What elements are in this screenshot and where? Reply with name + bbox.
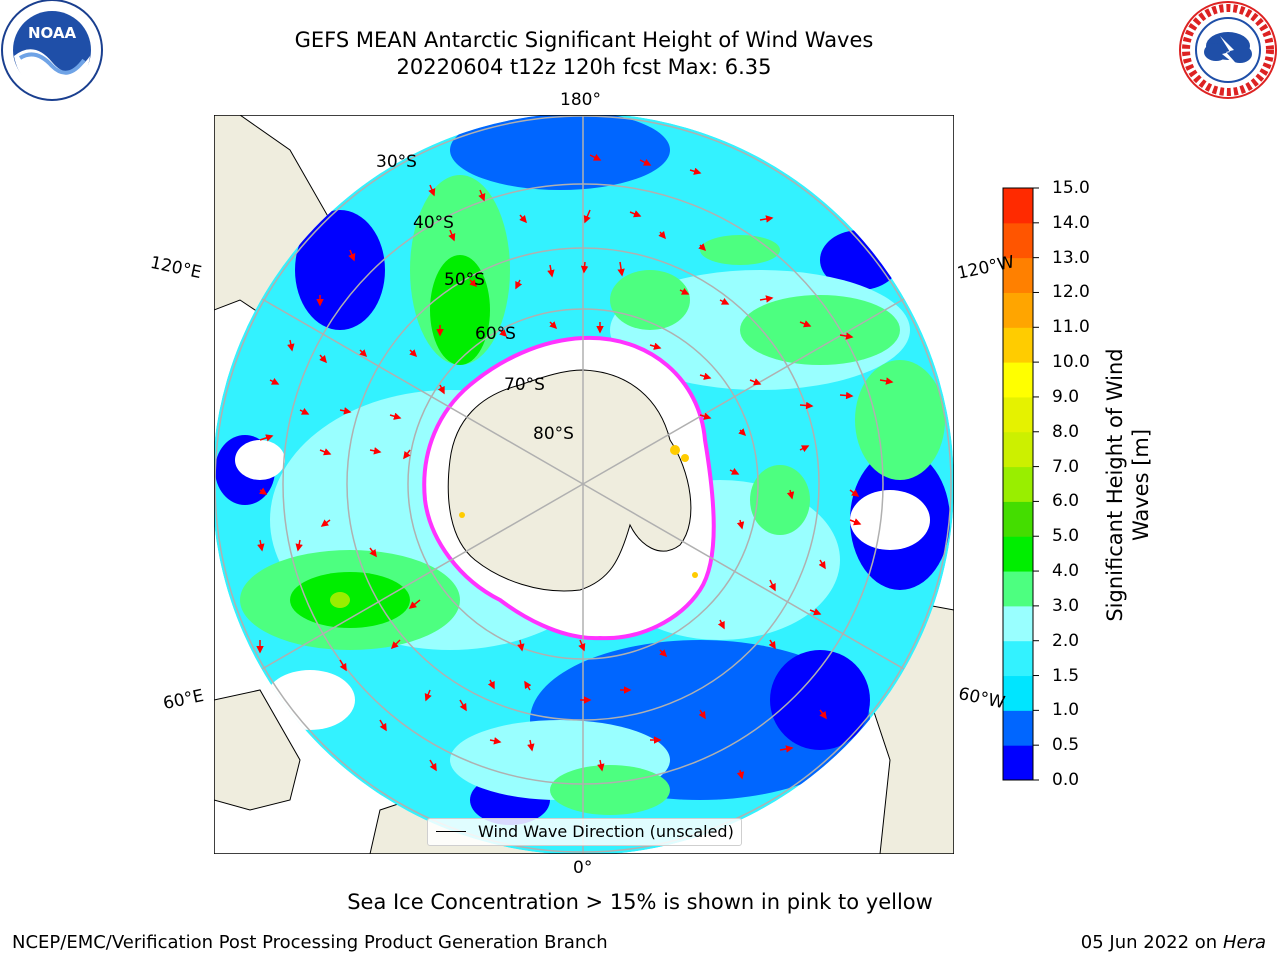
noaa-logo: NOAA bbox=[1, 0, 103, 101]
legend-label: Wind Wave Direction (unscaled) bbox=[478, 822, 734, 841]
colorbar-tick-label: 6.0 bbox=[1052, 491, 1080, 512]
colorbar-tick-label: 8.0 bbox=[1052, 421, 1080, 442]
colorbar-tick-label: 4.0 bbox=[1052, 561, 1080, 582]
colorbar-swatch bbox=[1003, 292, 1033, 328]
lon-label-0: 0° bbox=[573, 858, 593, 878]
colorbar-tick-label: 0.5 bbox=[1052, 735, 1080, 756]
colorbar bbox=[1002, 187, 1039, 781]
colorbar-swatch bbox=[1003, 640, 1033, 677]
colorbar-tick-label: 11.0 bbox=[1052, 317, 1090, 338]
colorbar-tick-label: 1.0 bbox=[1052, 700, 1080, 721]
colorbar-tick-label: 10.0 bbox=[1052, 352, 1090, 373]
colorbar-swatch bbox=[1003, 431, 1033, 468]
colorbar-swatch bbox=[1003, 536, 1033, 572]
colorbar-tick-label: 9.0 bbox=[1052, 386, 1080, 407]
credit-line: NCEP/EMC/Verification Post Processing Pr… bbox=[12, 932, 608, 953]
colorbar-label-line1: Significant Height of Wind bbox=[1103, 348, 1127, 622]
colorbar-swatch bbox=[1003, 571, 1033, 607]
colorbar-swatch bbox=[1003, 396, 1033, 433]
lon-label-180: 180° bbox=[560, 90, 601, 110]
date-text: 05 Jun 2022 on bbox=[1080, 932, 1218, 953]
lat-label-60s: 60°S bbox=[475, 324, 516, 344]
sea-ice-note: Sea Ice Concentration > 15% is shown in … bbox=[347, 890, 933, 914]
noaa-logo-text: NOAA bbox=[28, 24, 77, 42]
legend-line-sample bbox=[436, 831, 466, 832]
colorbar-swatch bbox=[1003, 257, 1033, 293]
map-title: GEFS MEAN Antarctic Significant Height o… bbox=[294, 28, 874, 52]
nws-logo bbox=[1179, 1, 1277, 99]
colorbar-swatch bbox=[1003, 466, 1033, 502]
colorbar-tick-label: 2.0 bbox=[1052, 630, 1080, 651]
colorbar-label: Significant Height of Wind Waves [m] bbox=[1102, 348, 1154, 621]
colorbar-tick-label: 5.0 bbox=[1052, 526, 1080, 547]
meridian-lines bbox=[261, 115, 905, 854]
map-panel bbox=[214, 115, 954, 854]
colorbar-tick-label: 13.0 bbox=[1052, 247, 1090, 268]
colorbar-tick-label: 14.0 bbox=[1052, 212, 1090, 233]
map-legend: Wind Wave Direction (unscaled) bbox=[427, 818, 742, 846]
colorbar-swatch bbox=[1003, 745, 1033, 781]
wind-arrows bbox=[256, 153, 894, 780]
colorbar-tick-label: 15.0 bbox=[1052, 178, 1090, 198]
antarctica-land bbox=[447, 369, 692, 592]
lat-label-30s: 30°S bbox=[376, 152, 417, 172]
colorbar-swatch bbox=[1003, 327, 1033, 363]
colorbar-swatch bbox=[1003, 605, 1033, 642]
colorbar-label-line2: Waves [m] bbox=[1129, 428, 1153, 542]
colorbar-swatch bbox=[1003, 675, 1033, 711]
colorbar-tick-label: 7.0 bbox=[1052, 456, 1080, 477]
colorbar-swatch bbox=[1003, 222, 1033, 259]
colorbar-tick-label: 1.5 bbox=[1052, 665, 1080, 686]
lat-label-70s: 70°S bbox=[504, 375, 545, 395]
date-line: 05 Jun 2022 on Hera bbox=[1081, 932, 1266, 953]
colorbar-swatch bbox=[1003, 501, 1033, 537]
lat-label-40s: 40°S bbox=[413, 213, 454, 233]
colorbar-swatch bbox=[1003, 710, 1033, 746]
machine-name: Hera bbox=[1222, 932, 1266, 953]
lat-label-80s: 80°S bbox=[533, 424, 574, 444]
lat-label-50s: 50°S bbox=[444, 270, 485, 290]
colorbar-swatch bbox=[1003, 362, 1033, 398]
colorbar-tick-label: 12.0 bbox=[1052, 282, 1090, 303]
ice-yellow-patches bbox=[459, 445, 698, 578]
map-subtitle: 20220604 t12z 120h fcst Max: 6.35 bbox=[396, 55, 772, 79]
colorbar-swatch bbox=[1003, 188, 1033, 224]
colorbar-tick-label: 3.0 bbox=[1052, 595, 1080, 616]
colorbar-tick-label: 0.0 bbox=[1052, 770, 1080, 790]
